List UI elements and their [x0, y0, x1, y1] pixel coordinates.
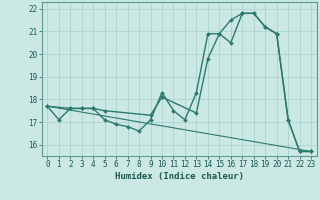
X-axis label: Humidex (Indice chaleur): Humidex (Indice chaleur): [115, 172, 244, 181]
